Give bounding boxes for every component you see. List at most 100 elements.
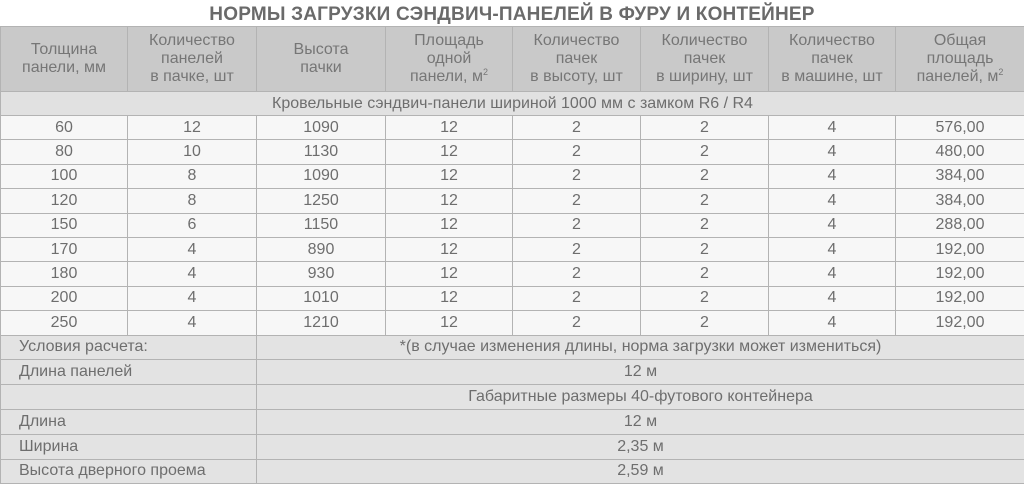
table-cell: 12 [385, 188, 513, 214]
table-cell: 288,00 [895, 212, 1024, 238]
footer-value: 12 м [256, 408, 1024, 435]
table-row: 170 4 890 12 2 2 4 192,00 [0, 236, 1024, 263]
footer-value: Габаритные размеры 40-футового контейнер… [256, 384, 1024, 410]
header-line: пачки [300, 59, 342, 76]
table-cell: 1210 [256, 310, 386, 336]
header-line: Количество [149, 32, 235, 49]
table-cell: 12 [385, 212, 513, 238]
loading-norms-table: Толщина панели, мм Количество панелей в пачк… [0, 26, 1024, 485]
table-cell: 10 [127, 139, 257, 165]
header-line: в ширину, шт [656, 68, 753, 85]
header-line: пачек [811, 50, 853, 67]
table-cell: 2 [640, 188, 769, 214]
table-cell: 12 [385, 163, 513, 190]
footer-label: Ширина [0, 433, 257, 460]
table-cell: 12 [385, 139, 513, 165]
column-header: Площадь одной панели, м2 [385, 26, 513, 92]
table-cell: 180 [0, 261, 128, 287]
table-cell: 12 [385, 310, 513, 336]
table-cell: 4 [768, 188, 896, 214]
header-line: Количество [789, 32, 875, 49]
footer-row: Габаритные размеры 40-футового контейнер… [0, 384, 1024, 410]
table-cell: 2 [640, 114, 769, 141]
superscript: 2 [482, 67, 488, 77]
table-row: 150 6 1150 12 2 2 4 288,00 [0, 212, 1024, 238]
footer-value: 12 м [256, 359, 1024, 386]
table-cell: 4 [127, 285, 257, 312]
header-line: Высота [293, 41, 349, 58]
column-header: Количество пачек в машине, шт [768, 26, 896, 92]
footer-row: Ширина 2,35 м [0, 433, 1024, 460]
table-cell: 2 [640, 236, 769, 263]
table-cell: 4 [768, 285, 896, 312]
section-row: Кровельные сэндвич-панели шириной 1000 м… [0, 91, 1024, 116]
table-cell: 384,00 [895, 163, 1024, 190]
footer-value: 2,35 м [256, 433, 1024, 460]
header-line: одной [426, 50, 472, 67]
table-cell: 1150 [256, 212, 386, 238]
table-cell: 2 [512, 261, 641, 287]
header-line: панелей, м [916, 68, 999, 85]
column-header: Общая площадь панелей, м2 [895, 26, 1024, 92]
page-title: НОРМЫ ЗАГРУЗКИ СЭНДВИЧ-ПАНЕЛЕЙ В ФУРУ И … [209, 4, 815, 25]
column-header: Высота пачки [256, 26, 386, 92]
table-cell: 1010 [256, 285, 386, 312]
section-title: Кровельные сэндвич-панели шириной 1000 м… [0, 91, 1024, 116]
header-row: Толщина панели, мм Количество панелей в пачк… [0, 26, 1024, 92]
table-row: 80 10 1130 12 2 2 4 480,00 [0, 139, 1024, 165]
table-cell: 4 [768, 236, 896, 263]
table-cell: 1090 [256, 163, 386, 190]
table-cell: 1090 [256, 114, 386, 141]
table-cell: 4 [768, 139, 896, 165]
column-header: Количество пачек в высоту, шт [512, 26, 641, 92]
table-cell: 890 [256, 236, 386, 263]
footer-value: 2,59 м [256, 458, 1024, 485]
table-cell: 2 [512, 236, 641, 263]
table-cell: 384,00 [895, 188, 1024, 214]
column-header: Количество пачек в ширину, шт [640, 26, 769, 92]
column-header: Количество панелей в пачке, шт [127, 26, 257, 92]
table-cell: 150 [0, 212, 128, 238]
table-row: 100 8 1090 12 2 2 4 384,00 [0, 163, 1024, 190]
table-cell: 2 [512, 163, 641, 190]
table-cell: 4 [768, 114, 896, 141]
footer-label: Высота дверного проема [0, 458, 257, 485]
table-cell: 170 [0, 236, 128, 263]
table-cell: 12 [385, 285, 513, 312]
footer-row: Высота дверного проема 2,59 м [0, 458, 1024, 485]
footer-row: Длина панелей 12 м [0, 359, 1024, 386]
table-cell: 8 [127, 188, 257, 214]
header-line: площадь [926, 50, 994, 67]
footer-label: Длина [0, 408, 257, 435]
table-cell: 480,00 [895, 139, 1024, 165]
table-row: 120 8 1250 12 2 2 4 384,00 [0, 188, 1024, 214]
table-cell: 2 [512, 114, 641, 141]
header-line: Количество [661, 32, 748, 49]
header-line: в машине, шт [781, 68, 883, 85]
header-line: Общая [933, 32, 987, 49]
table-cell: 2 [640, 212, 769, 238]
table-row: 60 12 1090 12 2 2 4 576,00 [0, 114, 1024, 141]
table-row: 250 4 1210 12 2 2 4 192,00 [0, 310, 1024, 336]
table-cell: 2 [512, 139, 641, 165]
table-cell: 200 [0, 285, 128, 312]
table-cell: 12 [385, 261, 513, 287]
table-cell: 4 [127, 261, 257, 287]
table-cell: 192,00 [895, 285, 1024, 312]
table-cell: 2 [640, 163, 769, 190]
table-cell: 1250 [256, 188, 386, 214]
table-cell: 2 [512, 212, 641, 238]
table-cell: 60 [0, 114, 128, 141]
footer-label [0, 384, 257, 410]
table-cell: 2 [640, 310, 769, 336]
table-cell: 100 [0, 163, 128, 190]
table-cell: 4 [768, 212, 896, 238]
column-header: Толщина панели, мм [0, 26, 128, 92]
table-cell: 250 [0, 310, 128, 336]
table-cell: 4 [127, 236, 257, 263]
table-cell: 6 [127, 212, 257, 238]
table-cell: 192,00 [895, 261, 1024, 287]
table-cell: 12 [385, 114, 513, 141]
table-row: 180 4 930 12 2 2 4 192,00 [0, 261, 1024, 287]
superscript: 2 [998, 67, 1004, 77]
